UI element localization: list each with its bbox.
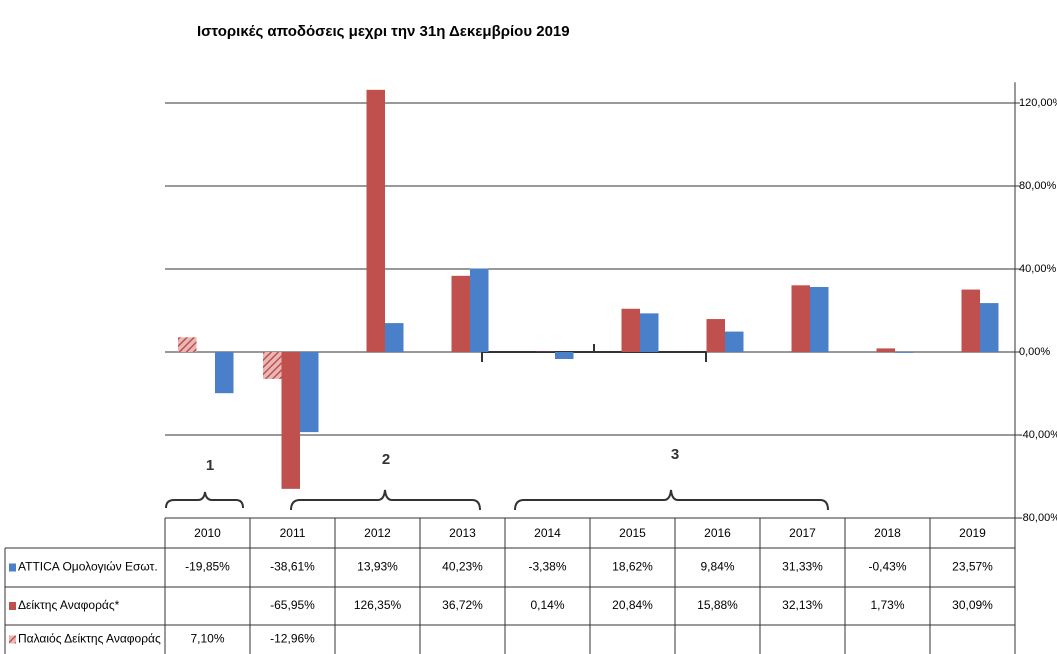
bar: [810, 286, 829, 352]
legend-label: Παλαιός Δείκτης Αναφοράς: [18, 632, 161, 646]
chart-title: Ιστορικές αποδόσεις μεχρι την 31η Δεκεμβ…: [197, 23, 570, 40]
bar: [621, 308, 640, 352]
bar: [980, 303, 999, 352]
bar: [876, 348, 895, 352]
bar: [470, 268, 489, 352]
legend-swatch: [9, 602, 16, 610]
bar: [215, 352, 234, 394]
table-cell: 1,73%: [870, 598, 904, 612]
legend-label: ATTICA Ομολογιών Εσωτ.: [18, 560, 158, 574]
y-tick-label: 0,00%: [1019, 346, 1050, 358]
table-cell: 7,10%: [190, 632, 224, 646]
table-cell: 32,13%: [782, 598, 823, 612]
bar: [451, 275, 470, 352]
bar: [366, 89, 385, 352]
bar: [961, 289, 980, 352]
table-cell: -19,85%: [185, 560, 230, 574]
x-tick-label: 2015: [619, 526, 646, 540]
x-tick-label: 2014: [534, 526, 561, 540]
table-cell: -38,61%: [270, 560, 315, 574]
bar: [706, 319, 725, 352]
bar: [385, 323, 404, 352]
bar: [725, 331, 744, 352]
table-cell: 13,93%: [357, 560, 398, 574]
legend-swatch: [9, 635, 16, 644]
bar: [263, 352, 282, 379]
bar: [300, 352, 319, 433]
annotation: 2: [382, 451, 390, 468]
x-tick-label: 2011: [280, 526, 306, 540]
table-cell: 15,88%: [697, 598, 738, 612]
x-tick-label: 2018: [874, 526, 901, 540]
legend-swatch: [9, 563, 16, 572]
x-tick-label: 2012: [364, 526, 391, 540]
table-cell: -3,38%: [528, 560, 566, 574]
bar: [555, 352, 574, 360]
x-tick-label: 2010: [194, 526, 221, 540]
table-cell: 31,33%: [782, 560, 823, 574]
table-cell: 9,84%: [700, 560, 734, 574]
table-cell: -12,96%: [270, 632, 315, 646]
table-cell: 40,23%: [442, 560, 483, 574]
x-tick-label: 2019: [959, 526, 986, 540]
legend-label: Δείκτης Αναφοράς*: [18, 598, 120, 612]
x-tick-label: 2013: [449, 526, 476, 540]
table-cell: 23,57%: [952, 560, 993, 574]
bar: [178, 337, 197, 352]
bar: [791, 285, 810, 352]
y-tick-label: -80,00%: [1019, 512, 1057, 524]
bar: [281, 352, 300, 489]
table-cell: -0,43%: [868, 560, 906, 574]
y-tick-label: 40,00%: [1019, 263, 1057, 275]
x-tick-label: 2016: [704, 526, 731, 540]
table-cell: 20,84%: [612, 598, 653, 612]
annotation: 1: [206, 457, 214, 474]
braces: [165, 344, 829, 511]
table-cell: 0,14%: [530, 598, 564, 612]
table-cell: -65,95%: [270, 598, 315, 612]
y-tick-label: 80,00%: [1019, 180, 1057, 192]
annotation: 3: [671, 446, 679, 463]
y-tick-label: -40,00%: [1019, 429, 1057, 441]
table-cell: 30,09%: [952, 598, 993, 612]
table-cell: 36,72%: [442, 598, 483, 612]
bar: [640, 313, 659, 352]
bar: [895, 352, 914, 353]
table-cell: 126,35%: [354, 598, 402, 612]
table-cell: 18,62%: [612, 560, 653, 574]
y-tick-label: 120,00%: [1019, 97, 1057, 109]
x-tick-label: 2017: [789, 526, 816, 540]
